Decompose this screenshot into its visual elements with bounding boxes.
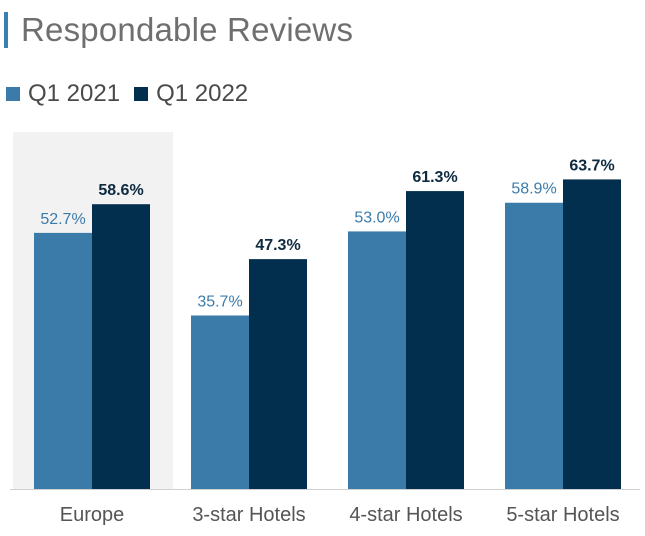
data-label-q1-2022-5-star-hotels: 63.7% (569, 157, 614, 174)
category-label-4-star-hotels: 4-star Hotels (349, 504, 462, 526)
bar-q1-2022-4-star-hotels (406, 191, 464, 489)
data-label-q1-2022-4-star-hotels: 61.3% (412, 169, 457, 186)
bar-q1-2022-5-star-hotels (563, 179, 621, 489)
category-label-3-star-hotels: 3-star Hotels (192, 504, 305, 526)
data-label-q1-2021-4-star-hotels: 53.0% (354, 209, 399, 226)
data-label-q1-2021-5-star-hotels: 58.9% (511, 181, 556, 198)
bar-q1-2022-europe (92, 204, 150, 490)
legend-label-q1-2022: Q1 2022 (156, 80, 249, 107)
chart-title-block: Respondable Reviews (4, 8, 353, 52)
legend-swatch-q1-2021 (6, 87, 20, 101)
data-label-q1-2021-3-star-hotels: 35.7% (197, 293, 242, 310)
data-label-q1-2022-europe: 58.6% (98, 182, 143, 199)
bar-q1-2022-3-star-hotels (249, 259, 307, 489)
legend-swatch-q1-2022 (134, 87, 149, 101)
legend-item-q1-2022: Q1 2022 (134, 80, 248, 108)
legend-label-q1-2021: Q1 2021 (28, 80, 121, 107)
bar-q1-2021-europe (34, 232, 92, 490)
chart-title: Respondable Reviews (21, 11, 354, 48)
title-accent-bar (4, 12, 8, 48)
legend: Q1 2021 Q1 2022 (6, 80, 262, 108)
legend-item-q1-2021: Q1 2021 (6, 80, 120, 108)
bar-q1-2021-5-star-hotels (505, 202, 563, 489)
bar-q1-2021-3-star-hotels (191, 315, 249, 489)
data-label-q1-2021-europe: 52.7% (40, 211, 85, 228)
data-label-q1-2022-3-star-hotels: 47.3% (255, 237, 300, 254)
bar-q1-2021-4-star-hotels (348, 231, 406, 490)
category-label-5-star-hotels: 5-star Hotels (506, 504, 619, 526)
category-label-europe: Europe (60, 504, 125, 526)
